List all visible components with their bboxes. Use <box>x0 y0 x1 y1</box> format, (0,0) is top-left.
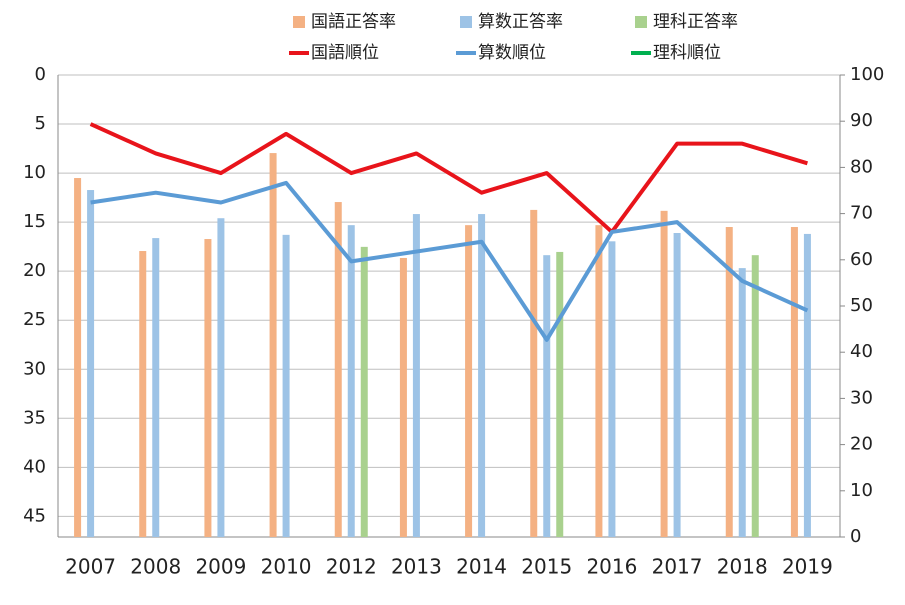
y-tick-label: 30 <box>23 358 46 379</box>
x-tick-label: 2016 <box>586 555 637 579</box>
y-tick-label: 35 <box>23 407 46 428</box>
x-tick-label: 2009 <box>195 555 246 579</box>
bar <box>282 234 290 538</box>
y2-tick-label: 80 <box>850 156 873 177</box>
x-tick-label: 2015 <box>521 555 572 579</box>
y2-tick-label: 50 <box>850 295 873 316</box>
bar <box>269 153 277 537</box>
x-tick-label: 2017 <box>652 555 703 579</box>
legend-swatch <box>293 16 305 28</box>
y-tick-label: 10 <box>23 162 46 183</box>
legend-label: 算数順位 <box>478 43 546 63</box>
legend-label: 国語順位 <box>311 43 379 63</box>
y2-tick-label: 40 <box>850 341 873 362</box>
bar <box>412 214 420 537</box>
bar <box>738 268 746 537</box>
y-tick-label: 20 <box>23 260 46 281</box>
y2-tick-label: 100 <box>850 64 884 85</box>
y-tick-label: 40 <box>23 456 46 477</box>
bar <box>530 209 538 538</box>
bar <box>803 233 811 538</box>
y-tick-label: 15 <box>23 211 46 232</box>
bar <box>673 233 681 537</box>
legend-swatch <box>635 16 647 28</box>
bar <box>204 239 212 537</box>
x-tick-label: 2012 <box>326 555 377 579</box>
bar <box>217 218 225 537</box>
bar <box>139 251 147 537</box>
bar <box>478 214 486 537</box>
y-tick-label: 5 <box>35 113 46 134</box>
legend-label: 理科順位 <box>653 43 721 63</box>
legend-swatch <box>460 16 472 28</box>
legend-label: 算数正答率 <box>478 12 563 32</box>
bar <box>725 226 733 538</box>
y2-tick-label: 10 <box>850 480 873 501</box>
y2-tick-label: 20 <box>850 434 873 455</box>
bar <box>74 178 82 537</box>
y2-tick-label: 90 <box>850 110 873 131</box>
bar <box>334 202 342 538</box>
x-tick-label: 2013 <box>391 555 442 579</box>
bar <box>595 225 603 537</box>
bar <box>543 255 551 537</box>
bar <box>399 257 407 537</box>
y2-tick-label: 0 <box>850 526 861 547</box>
bar <box>556 251 564 538</box>
x-tick-label: 2018 <box>717 555 768 579</box>
x-tick-label: 2019 <box>782 555 833 579</box>
bar <box>360 246 368 537</box>
line-series <box>90 180 809 342</box>
y2-tick-label: 70 <box>850 203 873 224</box>
bar <box>152 238 160 537</box>
x-tick-label: 2014 <box>456 555 507 579</box>
legend-label: 国語正答率 <box>311 12 396 32</box>
x-tick-label: 2007 <box>65 555 116 579</box>
x-tick-label: 2008 <box>130 555 181 579</box>
bar <box>347 225 355 537</box>
y-tick-label: 25 <box>23 309 46 330</box>
bar <box>87 190 95 537</box>
y-tick-label: 45 <box>23 505 46 526</box>
bar <box>465 225 473 537</box>
bar <box>608 241 616 537</box>
legend-label: 理科正答率 <box>653 12 738 32</box>
bar <box>660 210 668 537</box>
x-tick-label: 2010 <box>261 555 312 579</box>
y2-tick-label: 30 <box>850 387 873 408</box>
line-series <box>89 122 808 234</box>
bar <box>790 226 798 538</box>
bar <box>751 255 759 537</box>
y-tick-label: 0 <box>35 64 46 85</box>
y2-tick-label: 60 <box>850 249 873 270</box>
